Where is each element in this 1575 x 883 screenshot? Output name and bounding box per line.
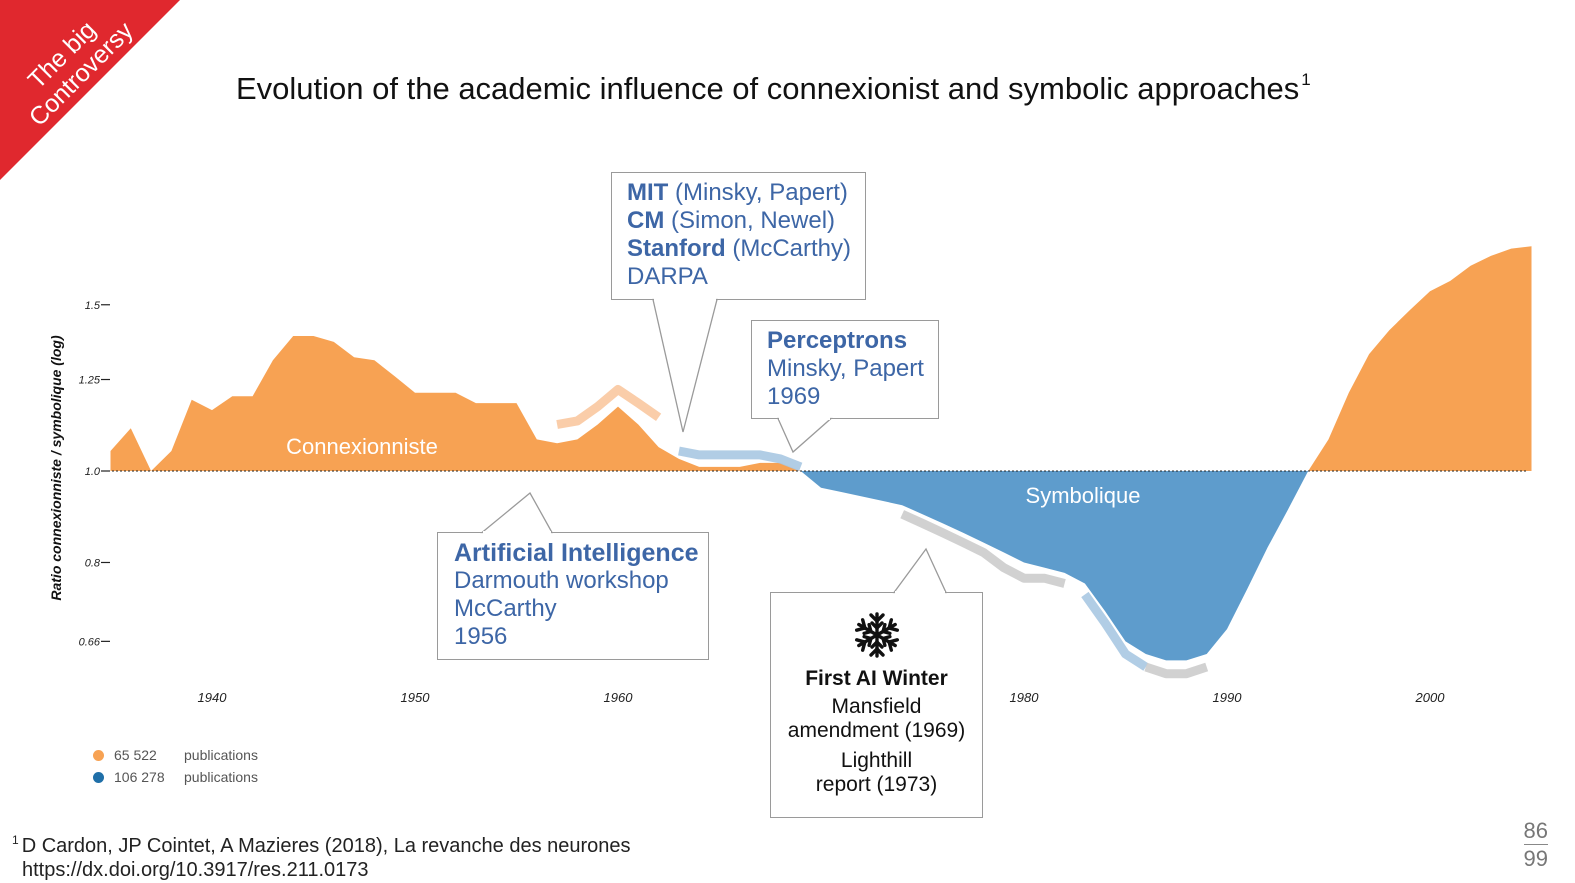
callout-ai-workshop: Darmouth workshop [454, 567, 669, 594]
callout-cm-row: CM (Simon, Newel) [627, 207, 865, 235]
callout-winter-line2: Mansfield [831, 695, 922, 718]
legend-item-connexionniste: 65 522 publications [93, 744, 258, 766]
connexionniste-label: Connexionniste [286, 434, 438, 459]
callout-first-ai-winter: First AI Winter Mansfield amendment (196… [770, 592, 983, 818]
highlight-band-0 [556, 385, 662, 429]
callout-perceptrons-year: 1969 [767, 383, 821, 410]
callout-stanford-row: Stanford (McCarthy) [627, 235, 865, 263]
callout-winter-line3: amendment (1969) [787, 719, 966, 742]
callout-artificial-intelligence: Artificial Intelligence Darmouth worksho… [437, 532, 709, 660]
callout-winter-line5: report (1973) [815, 773, 938, 796]
slide-counter: 86 99 [1523, 818, 1548, 872]
callout-ai-title: Artificial Intelligence [454, 539, 699, 567]
callout-ai-year: 1956 [454, 623, 508, 650]
x-tick-label: 2000 [1415, 690, 1446, 705]
snowflake-icon [853, 612, 900, 658]
legend-label: publications [184, 769, 258, 785]
callout-perceptrons-title: Perceptrons [767, 327, 908, 354]
x-tick-label: 1990 [1213, 690, 1243, 705]
x-tick-label: 1950 [401, 690, 431, 705]
y-axis-label: Ratio connexionniste / symbolique (log) [48, 335, 64, 601]
footnote-marker: 1 [12, 833, 19, 847]
legend-dot-blue [93, 771, 104, 783]
legend-count: 106 278 [114, 769, 165, 785]
x-tick-label: 1980 [1010, 690, 1040, 705]
callout-mit-cm-stanford: MIT (Minsky, Papert) CM (Simon, Newel) S… [611, 172, 866, 300]
footnote-doi-link[interactable]: https://dx.doi.org/10.3917/res.211.0173 [22, 859, 369, 881]
callout-mit-text: (Minsky, Papert) [668, 179, 848, 206]
callout-cm-bold: CM [627, 207, 665, 234]
callout-mit-bold: MIT [627, 179, 669, 206]
callout-darpa-row: DARPA [627, 263, 865, 291]
callout-perceptrons-authors: Minsky, Papert [767, 355, 924, 382]
legend-count: 65 522 [114, 747, 157, 763]
callout-winter-line4: Lighthill [840, 749, 913, 772]
title-text: Evolution of the academic influence of c… [236, 71, 1300, 106]
title-footnote-marker: 1 [1301, 70, 1311, 89]
y-tick-label: 0.66 [79, 636, 101, 648]
callout-winter-title: First AI Winter [805, 667, 948, 690]
legend-item-symbolique: 106 278 publications [93, 766, 258, 788]
y-tick-label: 1.25 [79, 375, 101, 387]
badge-triangle [0, 0, 180, 180]
symbolique-area-1 [800, 471, 1309, 661]
controversy-badge: The big Controversy [0, 0, 190, 190]
page-title: Evolution of the academic influence of c… [236, 70, 1311, 107]
legend-dot-orange [93, 749, 104, 761]
y-tick-label: 0.8 [85, 557, 101, 569]
y-tick-label: 1.0 [85, 466, 101, 478]
x-tick-label: 1940 [198, 690, 228, 705]
callout-cm-text: (Simon, Newel) [664, 207, 836, 234]
symbolique-label: Symbolique [1026, 483, 1141, 508]
footnote-citation: D Cardon, JP Cointet, A Mazieres (2018),… [21, 835, 631, 857]
connexionniste-area-2 [1308, 246, 1532, 471]
chart-legend: 65 522 publications 106 278 publications [93, 744, 258, 788]
highlight-band-2 [900, 510, 1066, 588]
highlight-band-3 [1081, 591, 1149, 671]
slide-total: 99 [1523, 846, 1548, 871]
highlight-band-1 [678, 446, 803, 472]
slide-current: 86 [1523, 818, 1548, 843]
y-tick-label: 1.5 [85, 300, 101, 312]
x-tick-label: 1960 [604, 690, 634, 705]
callout-ai-person: McCarthy [454, 595, 557, 622]
callout-mit-row: MIT (Minsky, Papert) [627, 179, 865, 207]
connexionniste-area-0 [110, 336, 801, 471]
highlight-band-4 [1144, 662, 1209, 679]
callout-stanford-text: (McCarthy) [725, 235, 852, 262]
callout-stanford-bold: Stanford [627, 235, 726, 262]
callout-perceptrons: Perceptrons Minsky, Papert 1969 [751, 320, 939, 419]
callout-darpa-text: DARPA [627, 263, 708, 290]
legend-label: publications [184, 747, 258, 763]
